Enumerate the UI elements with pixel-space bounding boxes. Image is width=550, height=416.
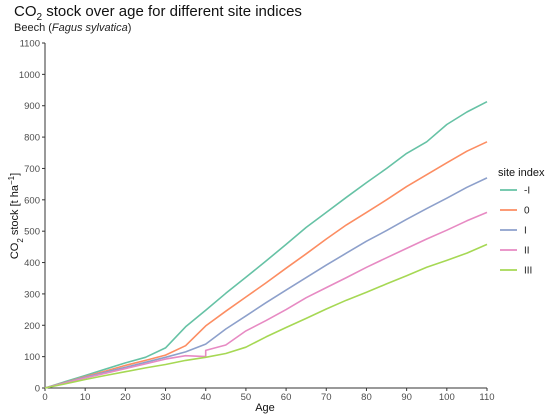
legend-label: I — [524, 226, 527, 237]
y-tick-label: 800 — [24, 133, 40, 144]
x-tick-label: 110 — [479, 392, 494, 403]
series-line-II — [44, 211, 488, 389]
legend-item--I: -I — [500, 186, 530, 197]
x-tick-label: 50 — [241, 392, 252, 403]
series-line-III — [44, 243, 488, 389]
chart-subtitle: Beech (Fagus sylvatica) — [14, 22, 132, 34]
series-lines — [44, 100, 488, 389]
legend-item-0: 0 — [500, 206, 530, 217]
y-tick-label: 100 — [24, 352, 40, 363]
x-tick-label: 70 — [321, 392, 332, 403]
legend-label: 0 — [524, 206, 530, 217]
legend-label: -I — [524, 186, 530, 197]
y-tick-label: 600 — [24, 195, 40, 206]
chart-title: CO2 stock over age for different site in… — [14, 3, 302, 23]
legend-item-I: I — [500, 226, 527, 237]
y-tick-label: 300 — [24, 289, 40, 300]
legend-label: II — [524, 246, 530, 257]
x-tick-label: 30 — [160, 392, 171, 403]
x-tick-label: 100 — [439, 392, 455, 403]
x-tick-label: 40 — [200, 392, 211, 403]
x-tick-label: 10 — [80, 392, 91, 403]
x-tick-label: 20 — [120, 392, 131, 403]
y-tick-label: 200 — [24, 321, 40, 332]
x-axis-title: Age — [255, 402, 275, 414]
x-tick-label: 60 — [281, 392, 292, 403]
y-tick-label: 900 — [24, 101, 40, 112]
series-line--I — [44, 100, 488, 389]
x-tick-label: 0 — [42, 392, 47, 403]
x-tick-label: 80 — [361, 392, 372, 403]
y-tick-label: 700 — [24, 164, 40, 175]
y-axis-title: CO2 stock [t ha−1] — [7, 173, 25, 259]
y-tick-label: 1000 — [19, 70, 40, 81]
axis-titles: Age CO2 stock [t ha−1] — [7, 173, 275, 414]
x-tick-label: 90 — [401, 392, 412, 403]
y-tick-label: 400 — [24, 258, 40, 269]
axes: 0 10 20 30 40 50 60 70 80 90 100 110010020030040050… — [19, 39, 495, 404]
y-tick-label: 0 — [35, 384, 40, 395]
legend-label: III — [524, 266, 532, 277]
legend-title: site index — [498, 167, 545, 179]
series-line-I — [44, 177, 488, 389]
y-tick-label: 1100 — [20, 39, 40, 50]
legend-item-II: II — [500, 246, 530, 257]
legend-item-III: III — [500, 266, 532, 277]
series-line-0 — [44, 141, 488, 389]
y-tick-label: 500 — [24, 227, 40, 238]
